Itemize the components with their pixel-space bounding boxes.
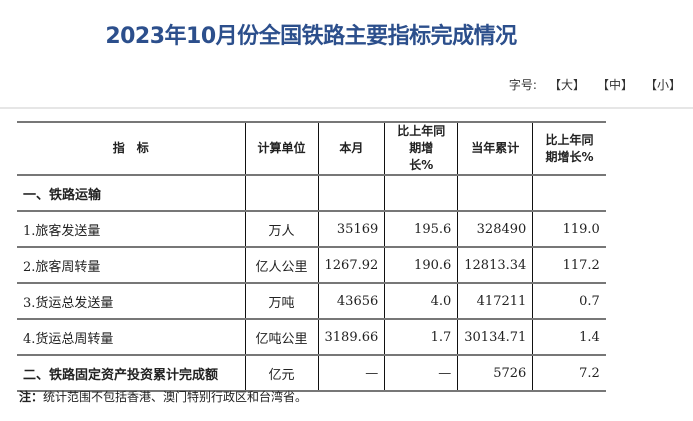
header-indicator: 指 标 <box>17 121 246 176</box>
cell-month: 43656 <box>317 282 386 320</box>
cell-ytd: 5726 <box>457 354 534 392</box>
cell-ytd-growth: 7.2 <box>532 354 606 392</box>
cell-unit <box>244 174 319 212</box>
font-size-label: 字号: <box>508 78 537 92</box>
cell-indicator: 1.旅客发送量 <box>17 210 246 248</box>
cell-ytd <box>457 174 534 212</box>
indicators-table: 指 标 计算单位 本月 比上年同期增长% 当年累计 比上年同期增长% 一、铁路运… <box>17 121 606 392</box>
header-unit: 计算单位 <box>244 121 319 176</box>
footnote: 注：统计范围不包括香港、澳门特别行政区和台湾省。 <box>19 388 307 405</box>
header-ytd-growth: 比上年同期增长% <box>532 121 606 176</box>
cell-month: 3189.66 <box>317 318 386 356</box>
cell-ytd-growth: 0.7 <box>532 282 606 320</box>
table-row: 二、铁路固定资产投资累计完成额 亿元 — —5726 7.2 <box>17 354 606 392</box>
font-size-small-link[interactable]: 【小】 <box>644 78 681 92</box>
cell-month-growth: 1.7 <box>384 318 459 356</box>
cell-indicator: 二、铁路固定资产投资累计完成额 <box>17 354 246 392</box>
cell-ytd: 417211 <box>457 282 534 320</box>
divider <box>0 107 693 109</box>
cell-unit: 万吨 <box>244 282 319 320</box>
header-month: 本月 <box>317 121 386 176</box>
cell-month-growth: 4.0 <box>384 282 459 320</box>
cell-unit: 亿吨公里 <box>244 318 319 356</box>
table-row: 4.货运总周转量 亿吨公里 3189.66 1.7 30134.71 1.4 <box>17 318 606 356</box>
table-row: 1.旅客发送量 万人 35169 195.6 328490 119.0 <box>17 210 606 248</box>
cell-ytd: 12813.34 <box>457 246 534 284</box>
table-row: 2.旅客周转量 亿人公里 1267.92 190.6 12813.34 117.2 <box>17 246 606 284</box>
table-row: 一、铁路运输 <box>17 174 606 212</box>
header-month-growth: 比上年同期增长% <box>384 121 459 176</box>
cell-ytd-growth <box>532 174 606 212</box>
header-ytd: 当年累计 <box>457 121 534 176</box>
cell-unit: 亿元 <box>244 354 319 392</box>
cell-indicator: 2.旅客周转量 <box>17 246 246 284</box>
cell-unit: 万人 <box>244 210 319 248</box>
footnote-text: 统计范围不包括香港、澳门特别行政区和台湾省。 <box>43 390 308 404</box>
cell-month <box>317 174 386 212</box>
cell-ytd: 30134.71 <box>457 318 534 356</box>
cell-indicator: 3.货运总发送量 <box>17 282 246 320</box>
font-size-large-link[interactable]: 【大】 <box>548 78 585 92</box>
cell-month-growth: 190.6 <box>384 246 459 284</box>
font-size-selector: 字号: 【大】 【中】 【小】 <box>509 76 681 93</box>
cell-ytd-growth: 1.4 <box>532 318 606 356</box>
cell-month: 35169 <box>317 210 386 248</box>
cell-ytd-growth: 119.0 <box>532 210 606 248</box>
cell-unit: 亿人公里 <box>244 246 319 284</box>
table-row: 3.货运总发送量 万吨 43656 4.0 417211 0.7 <box>17 282 606 320</box>
table-header-row: 指 标 计算单位 本月 比上年同期增长% 当年累计 比上年同期增长% <box>17 121 606 176</box>
cell-ytd: 328490 <box>457 210 534 248</box>
cell-month: — <box>317 354 386 392</box>
cell-month: 1267.92 <box>317 246 386 284</box>
cell-month-growth: — <box>384 354 459 392</box>
cell-indicator: 4.货运总周转量 <box>17 318 246 356</box>
cell-ytd-growth: 117.2 <box>532 246 606 284</box>
cell-month-growth <box>384 174 459 212</box>
cell-month-growth: 195.6 <box>384 210 459 248</box>
footnote-label: 注： <box>19 390 44 404</box>
page-title: 2023年10月份全国铁路主要指标完成情况 <box>105 24 517 49</box>
font-size-medium-link[interactable]: 【中】 <box>596 78 633 92</box>
cell-indicator: 一、铁路运输 <box>17 174 246 212</box>
